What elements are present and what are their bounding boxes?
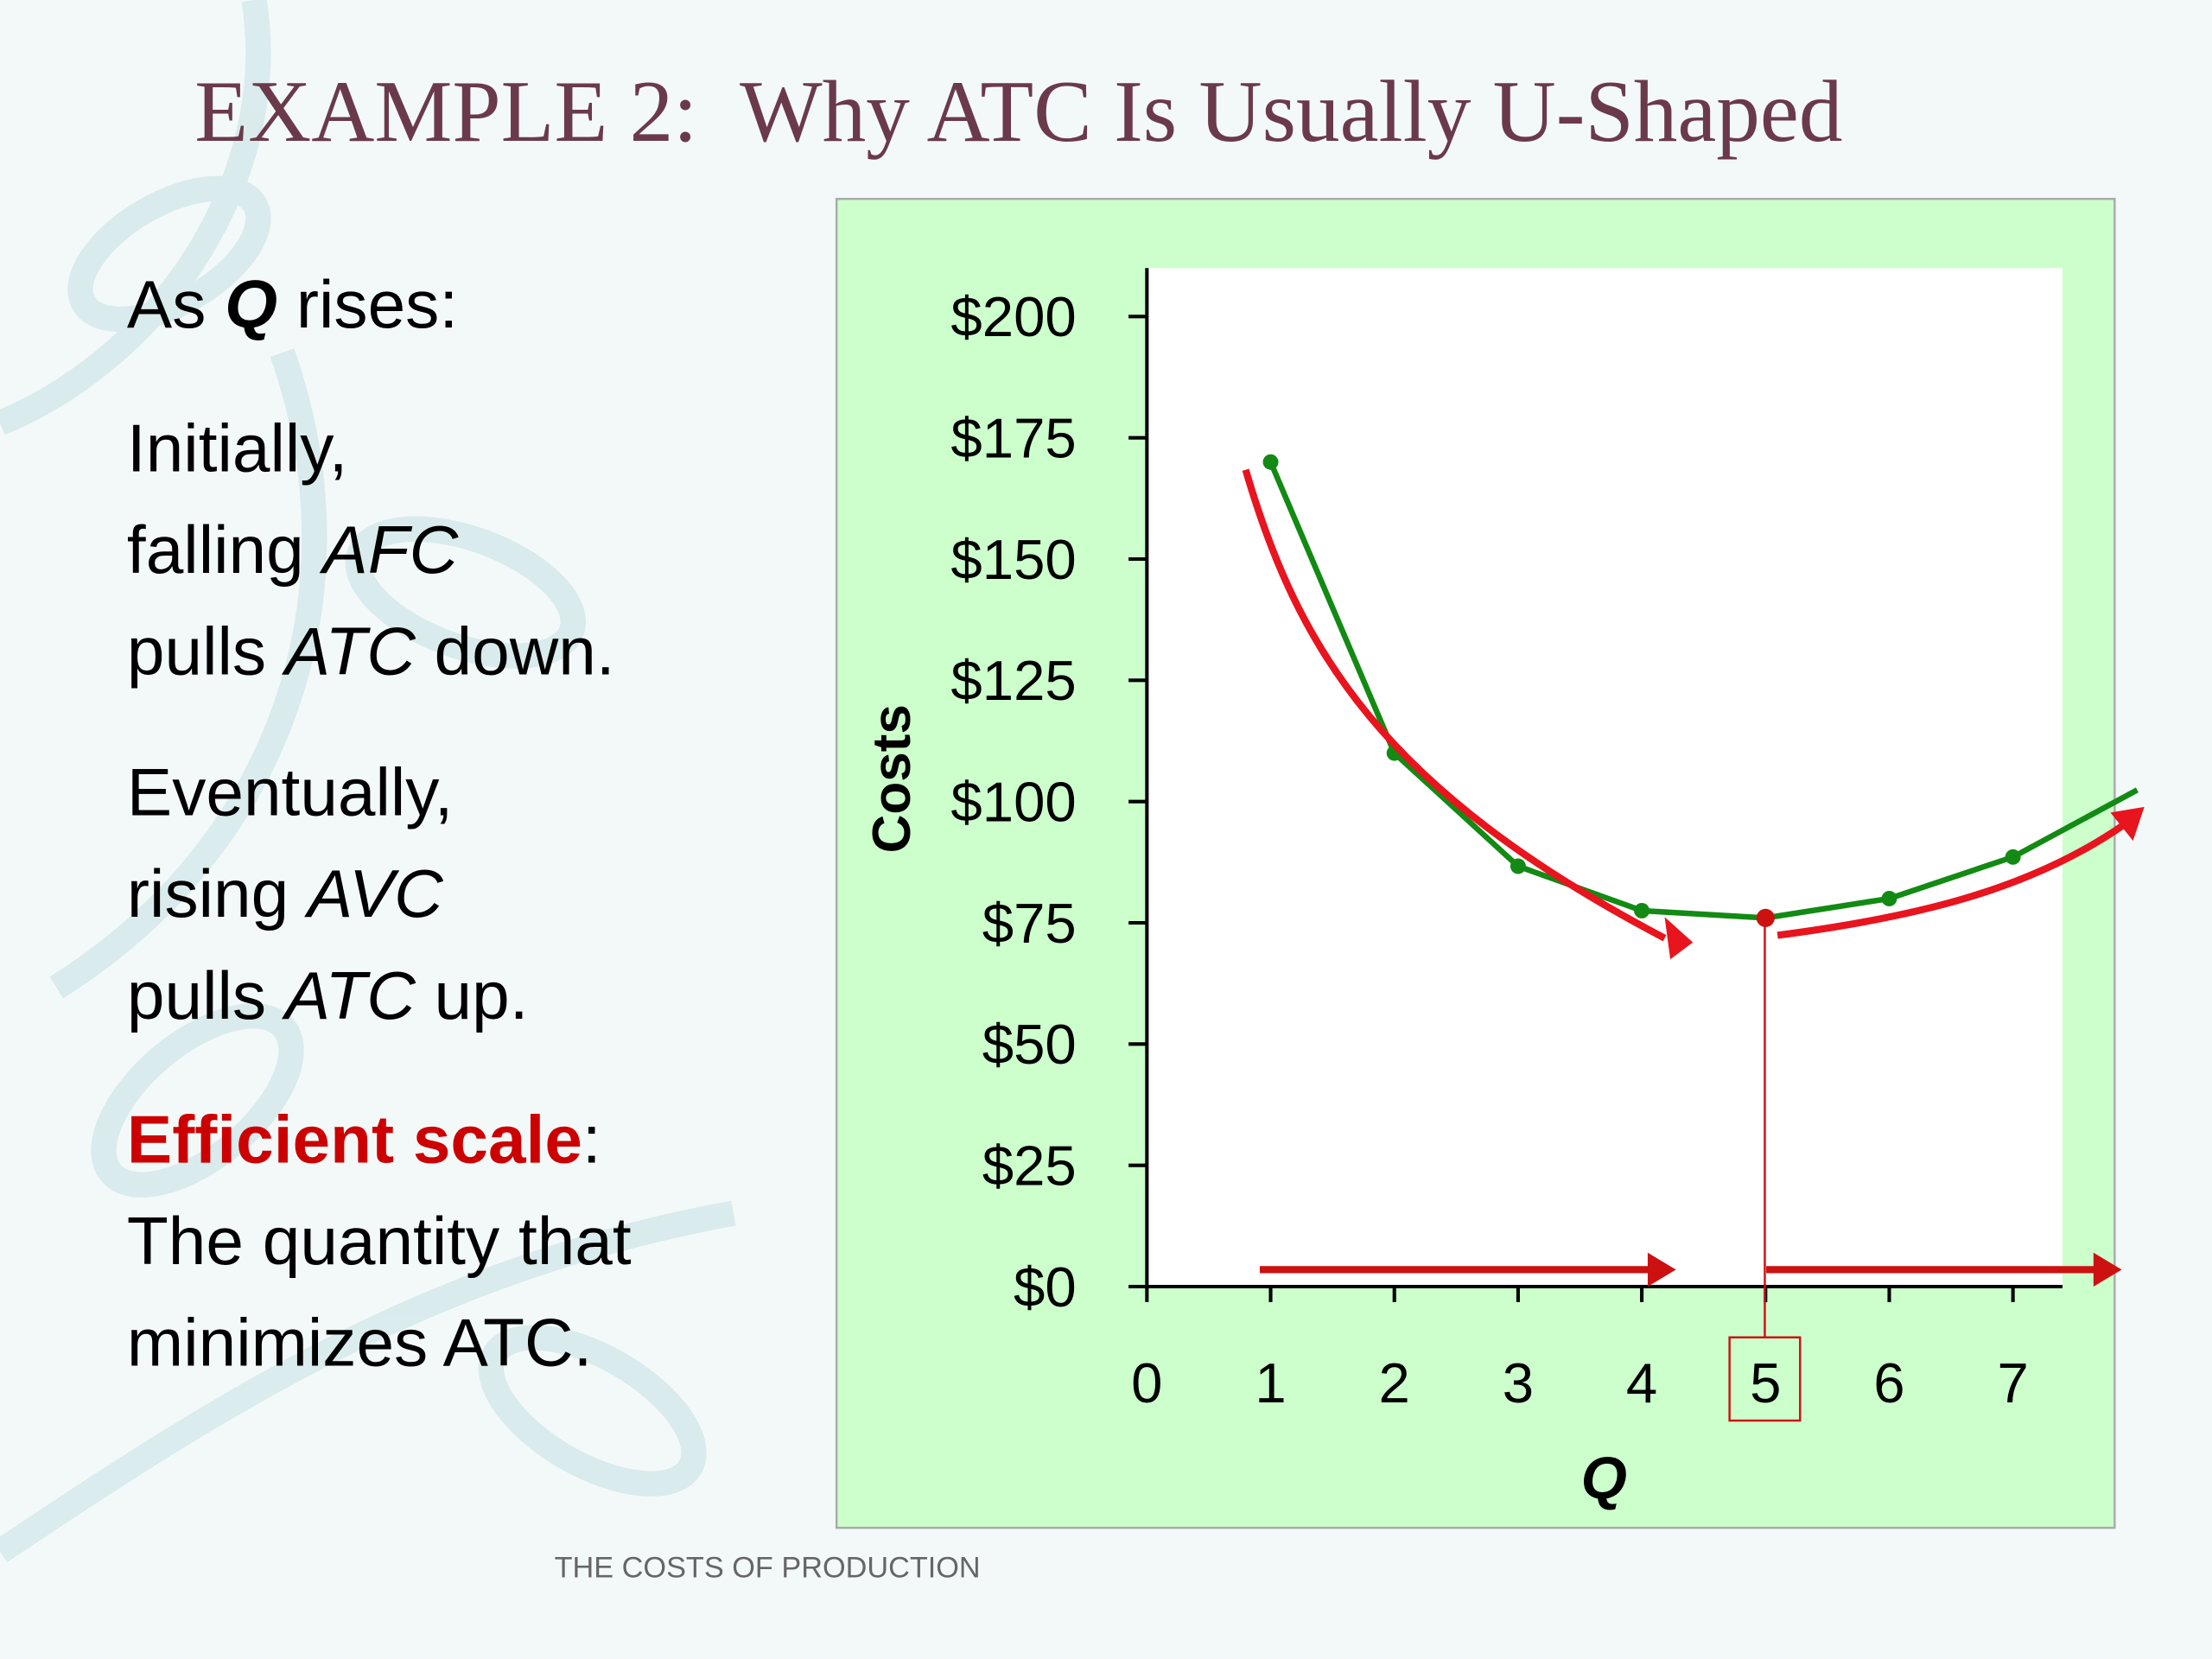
x-tick-label: 6 bbox=[1873, 1351, 1904, 1414]
y-tick-label: $100 bbox=[950, 771, 1076, 834]
arrow-up-curve bbox=[1777, 822, 2126, 939]
text-run: ATC bbox=[282, 957, 416, 1033]
text-run: up. bbox=[416, 957, 529, 1033]
text-run: : bbox=[582, 1101, 601, 1177]
text-run: As bbox=[127, 266, 225, 342]
text-run: Q bbox=[225, 266, 277, 342]
x-tick-label: 7 bbox=[1997, 1351, 2028, 1414]
data-point bbox=[1510, 858, 1526, 874]
background-leaves bbox=[0, 0, 736, 1563]
y-tick-label: $75 bbox=[982, 892, 1077, 955]
footer: THE COSTS OF PRODUCTION bbox=[555, 1551, 981, 1584]
y-tick-label: $50 bbox=[982, 1013, 1077, 1076]
annotations bbox=[1242, 468, 2145, 1422]
text-run: rising bbox=[127, 855, 308, 931]
arrowhead bbox=[2093, 1252, 2122, 1287]
text-run: Efficient scale bbox=[127, 1101, 582, 1177]
text-line: The quantity that bbox=[127, 1203, 632, 1279]
data-point bbox=[1262, 454, 1279, 470]
x-tick-label: 2 bbox=[1379, 1351, 1410, 1414]
text-run: ATC bbox=[282, 613, 416, 689]
text-line: Eventually, bbox=[127, 754, 454, 830]
chart: $0 $25 $50 $75 $100 $125 $150 $175 $200 0 1 2 3 4 5 6 7 bbox=[950, 268, 2139, 1414]
y-tick-label: $0 bbox=[1014, 1255, 1077, 1319]
data-point bbox=[1634, 902, 1650, 918]
text-run: pulls bbox=[127, 613, 285, 689]
min-q-box bbox=[1728, 1336, 1802, 1422]
x-tick-label: 5 bbox=[1750, 1351, 1781, 1414]
title: EXAMPLE 2: Why ATC Is Usually U-Shaped bbox=[194, 63, 1842, 160]
text-run: AFC bbox=[319, 512, 459, 588]
text-line: pulls ATC up. bbox=[127, 957, 529, 1033]
y-axis-label: Costs bbox=[862, 704, 922, 853]
text-line: rising AVC bbox=[127, 855, 444, 931]
x-tick-label: 1 bbox=[1255, 1351, 1286, 1414]
x-tick-label: 3 bbox=[1503, 1351, 1534, 1414]
text-run: The quantity that bbox=[127, 1203, 632, 1279]
text-run: falling bbox=[127, 512, 323, 588]
text-line: falling AFC bbox=[127, 512, 460, 588]
x-tick-label: 4 bbox=[1626, 1351, 1657, 1414]
left-text: As Q rises: Initially, falling AFC pulls… bbox=[127, 266, 632, 1381]
text-run: Eventually, bbox=[127, 754, 454, 830]
text-line: Initially, bbox=[127, 410, 347, 486]
arrow-down-curve bbox=[1242, 468, 1667, 942]
y-tick-label: $125 bbox=[950, 649, 1076, 712]
arrowhead bbox=[2110, 806, 2145, 842]
text-run: rises: bbox=[277, 266, 458, 342]
line-extension bbox=[2012, 787, 2139, 860]
y-tick-label: $175 bbox=[950, 407, 1076, 470]
text-line: As Q rises: bbox=[127, 266, 458, 342]
data-point bbox=[1881, 890, 1897, 906]
text-run: minimizes ATC. bbox=[127, 1304, 592, 1380]
y-tick-label: $25 bbox=[982, 1135, 1077, 1198]
text-line: Efficient scale: bbox=[127, 1101, 601, 1177]
y-tick-label: $200 bbox=[950, 285, 1076, 348]
data-point bbox=[2005, 849, 2021, 865]
text-line: pulls ATC down. bbox=[127, 613, 615, 689]
arrowhead bbox=[1664, 917, 1694, 960]
plot-area bbox=[1147, 268, 2063, 1287]
x-axis-label: Q bbox=[1581, 1445, 1627, 1511]
x-tick-label: 0 bbox=[1131, 1351, 1162, 1414]
text-run: Initially, bbox=[127, 410, 347, 486]
text-run: pulls bbox=[127, 957, 285, 1033]
y-tick-label: $150 bbox=[950, 528, 1076, 591]
arrowhead bbox=[1647, 1252, 1676, 1287]
text-run: down. bbox=[416, 613, 615, 689]
text-line: minimizes ATC. bbox=[127, 1304, 592, 1380]
text-run: AVC bbox=[304, 855, 444, 931]
